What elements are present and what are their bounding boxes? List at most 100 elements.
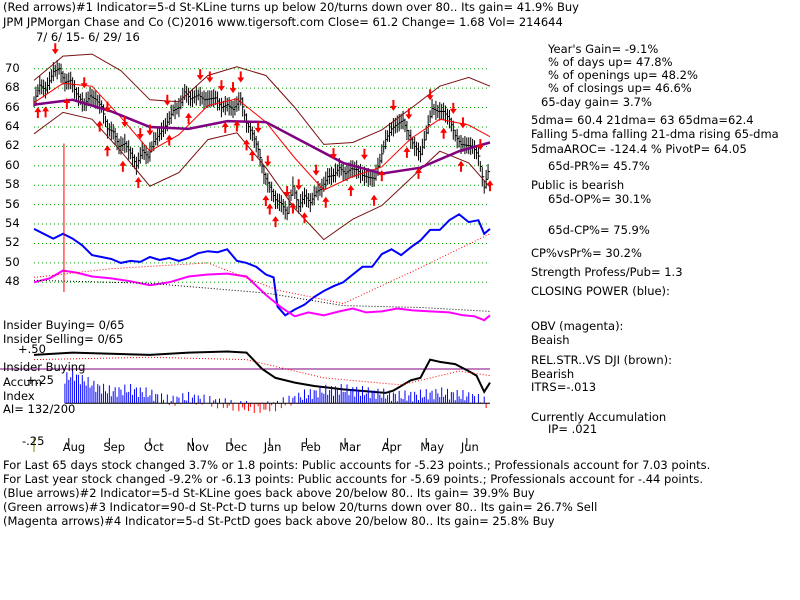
index-label: Index (3, 389, 35, 403)
buy-arrow-head (457, 160, 465, 166)
buy-arrow-head (233, 120, 241, 126)
sell-arrow-head (449, 108, 457, 114)
strength-ratio: Strength Profess/Pub= 1.3 (531, 265, 683, 279)
op-65d: 65d-OP%= 30.1% (548, 192, 652, 206)
buy-arrow-head (96, 120, 104, 126)
buy-arrow-head (266, 203, 274, 209)
sell-arrow-head (312, 170, 320, 176)
month-label: Sep (103, 440, 126, 454)
chart-axes (0, 368, 490, 452)
month-label: Oct (143, 440, 164, 454)
sell-arrow-head (163, 100, 171, 106)
sell-arrow-head (217, 86, 225, 92)
buy-arrow-head (347, 185, 355, 191)
sell-arrow-head (136, 134, 144, 140)
buy-arrow-head (185, 112, 193, 118)
rel-str-line (33, 350, 491, 394)
month-label: Jun (460, 440, 479, 454)
sell-arrow-head (295, 185, 303, 191)
footer-65day-line: For Last 65 days stock changed 3.7% or 1… (3, 458, 711, 472)
public-sentiment: Public is bearish (531, 178, 625, 192)
y-tick-label: 48 (5, 274, 20, 289)
sell-arrow-head (121, 122, 129, 128)
buy-arrow-head (165, 134, 173, 140)
ma21-line (33, 82, 491, 191)
month-label: Feb (300, 440, 321, 454)
month-label: Dec (225, 440, 248, 454)
obv-trend (33, 279, 491, 312)
y-tick-label: 54 (5, 216, 20, 231)
sell-arrow-head (237, 77, 245, 83)
rel-str-trend (33, 356, 491, 386)
ma65-line (33, 98, 491, 175)
relstr-label: REL.STR..VS DJI (brown): (531, 353, 673, 367)
y-tick-label: 52 (5, 235, 20, 250)
y-tick-label: 68 (5, 80, 20, 95)
y-tick-label: 58 (5, 177, 20, 192)
y-tick-label: 62 (5, 138, 20, 153)
month-label: Jan (263, 440, 282, 454)
obv-line (33, 269, 491, 322)
insider-selling-count: Insider Selling= 0/65 (3, 332, 124, 346)
footer-green-arrows: (Green arrows)#3 Indicator=90-d St-Pct-D… (3, 500, 598, 514)
lower-band-line (33, 111, 491, 241)
gain-65d: 65-day gain= 3.7% (541, 95, 652, 109)
ai-value: AI= 132/200 (3, 402, 76, 416)
accum-status: Currently Accumulation (531, 410, 667, 424)
buy-arrow-head (370, 194, 378, 200)
buy-arrow-head (248, 150, 256, 156)
buy-arrow-head (119, 160, 127, 166)
accum-ip: IP= .021 (548, 422, 598, 436)
closing-power-trend (33, 233, 491, 305)
y-tick-label: 50 (5, 254, 20, 269)
buy-arrow-head (289, 202, 297, 208)
sell-arrow-head (426, 95, 434, 101)
pct-openings-up: % of openings up= 48.2% (548, 68, 698, 82)
closing-power-label: CLOSING POWER (blue): (531, 284, 670, 298)
sell-arrow-head (360, 154, 368, 160)
insider-buying-count: Insider Buying= 0/65 (3, 318, 125, 332)
aroc-pivot: 5dmaAROC= -124.4 % PivotP= 64.05 (531, 142, 747, 156)
signal-arrows (34, 43, 494, 228)
obv-state: Beaish (531, 333, 570, 347)
itrs-value: ITRS=-.013 (531, 380, 597, 394)
sell-arrow-head (146, 130, 154, 136)
accum-tick-plus50: +.50 (18, 342, 46, 356)
sell-arrow-head (389, 105, 397, 111)
buy-arrow-head (378, 170, 386, 176)
y-tick-label: 66 (5, 99, 20, 114)
sell-arrow-head (405, 114, 413, 120)
pct-closings-up: % of closings up= 46.6% (548, 81, 692, 95)
buy-arrow-head (486, 180, 494, 186)
pct-days-up: % of days up= 47.8% (548, 55, 673, 69)
month-label: Aug (62, 440, 86, 454)
buy-arrow-head (301, 212, 309, 218)
obv-label: OBV (magenta): (531, 319, 624, 333)
pr-65d: 65d-PR%= 45.7% (548, 159, 650, 173)
month-label: Apr (381, 440, 402, 454)
y-tick-label: 60 (5, 157, 20, 172)
sell-arrow-head (103, 107, 111, 113)
sell-arrow-head (283, 192, 291, 198)
accumulation-histogram (64, 369, 490, 413)
month-label: Mar (339, 440, 361, 454)
sell-arrow-head (476, 145, 484, 151)
month-label: May (420, 440, 445, 454)
ma-trend: Falling 5-dma falling 21-dma rising 65-d… (531, 127, 779, 141)
buy-arrow-head (262, 195, 270, 201)
moving-averages: 5dma= 60.4 21dma= 63 65dma=62.4 (531, 113, 754, 127)
buy-arrow-head (322, 196, 330, 202)
buy-arrow-head (134, 176, 142, 182)
y-tick-label: 56 (5, 196, 20, 211)
footer-magenta-arrows: (Magenta arrows)#4 Indicator=5-d St-PctD… (3, 514, 555, 528)
years-gain: Year's Gain= -9.1% (548, 42, 659, 56)
header-ticker-line: JPM JPMorgan Chase and Co (C)2016 www.ti… (3, 15, 563, 29)
accum-tick-plus25: +.25 (26, 373, 54, 387)
buy-arrow-head (103, 145, 111, 151)
accum-label: Accum (3, 375, 42, 389)
insider-buying-label: Insider Buying (3, 360, 86, 374)
sell-arrow-head (254, 127, 262, 133)
buy-arrow-head (42, 106, 50, 112)
buy-arrow-head (415, 167, 423, 173)
